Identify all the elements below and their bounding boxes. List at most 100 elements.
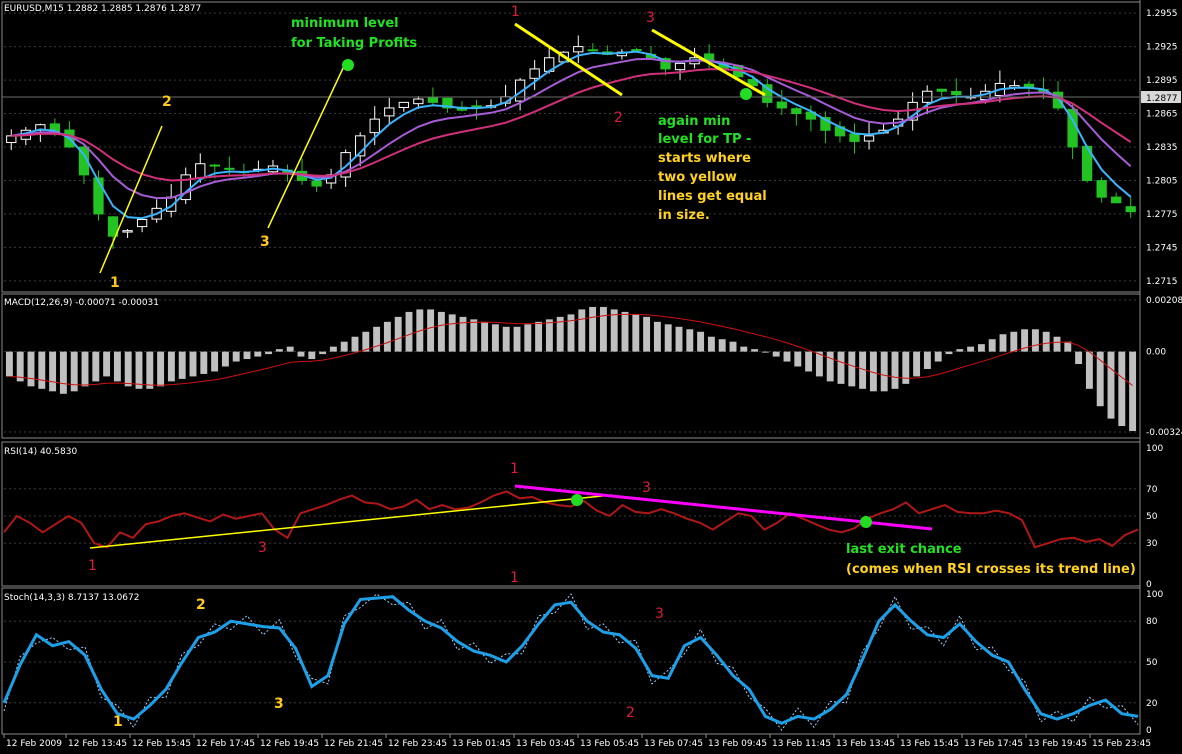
time-tick-label: 12 Feb 21:45 [324, 739, 383, 749]
macd-bar [545, 319, 553, 352]
annotation-again-1: again min [658, 114, 730, 129]
stoch-main-line [2, 595, 1139, 725]
macd-bar [146, 351, 154, 389]
macd-bar [1075, 351, 1083, 365]
price-tick-label: 1.2955 [1146, 9, 1178, 19]
macd-bar [599, 306, 607, 352]
stoch-panel-header: Stoch(14,3,3) 8.7137 13.0672 [4, 593, 139, 603]
rsi-tick-label: 30 [1146, 539, 1158, 549]
candle-body [631, 49, 642, 52]
candle-body [6, 135, 17, 144]
current-price-badge [1141, 91, 1181, 103]
macd-bar [729, 341, 737, 352]
price-tick-label: 1.2805 [1146, 176, 1178, 186]
candle-body [1096, 180, 1107, 198]
marker-price-red-2: 2 [614, 110, 623, 126]
macd-bar [686, 329, 694, 352]
macd-bar [988, 339, 996, 352]
macd-bar [502, 326, 510, 352]
time-tick-label: 13 Feb 05:45 [580, 739, 639, 749]
macd-bar [848, 351, 856, 387]
candle-body [369, 118, 380, 134]
macd-bar [459, 316, 467, 352]
price-panel-header: EURUSD,M15 1.2882 1.2885 1.2876 1.2877 [4, 4, 201, 14]
trend-line-price-up-1 [99, 125, 163, 274]
marker-rsi-1: 1 [88, 558, 97, 574]
price-tick-label: 1.2745 [1146, 243, 1178, 253]
macd-bar [923, 351, 931, 369]
macd-tick-label: 0.00208 [1146, 296, 1182, 306]
macd-tick-label: 0.00 [1146, 348, 1166, 358]
macd-histogram [5, 306, 1137, 432]
macd-bar [211, 351, 219, 372]
moving-averages [11, 50, 1132, 220]
macd-bar [189, 351, 197, 377]
macd-bar [232, 351, 240, 362]
macd-bar [254, 351, 262, 357]
macd-bar [351, 336, 359, 352]
rsi-panel-header: RSI(14) 40.5830 [4, 447, 77, 457]
macd-bar [891, 351, 899, 389]
macd-bar [1042, 331, 1050, 352]
tp-dot-1 [342, 59, 354, 71]
macd-bar [913, 351, 921, 377]
macd-bar [470, 319, 478, 352]
macd-bar [221, 351, 229, 367]
candle-body [122, 230, 133, 233]
candle-body [442, 97, 453, 109]
macd-bar [167, 351, 175, 382]
macd-bar [265, 351, 273, 355]
stoch-panel-frame [1, 587, 1141, 735]
macd-bar [448, 314, 456, 352]
macd-bar [653, 321, 661, 352]
macd-bar [751, 349, 759, 352]
macd-bar [1118, 351, 1126, 427]
macd-bar [362, 331, 370, 352]
macd-bar [621, 311, 629, 352]
marker-stoch-3: 3 [274, 696, 284, 712]
macd-bar [1031, 329, 1039, 352]
candle-body [951, 91, 962, 96]
price-tick-label: 1.2895 [1146, 76, 1178, 86]
macd-bar [589, 306, 597, 352]
macd-bar [999, 334, 1007, 352]
macd-bar [1129, 351, 1137, 432]
macd-bar [556, 316, 564, 352]
stoch-tick-label: 20 [1146, 699, 1158, 709]
candle-body [863, 135, 875, 142]
macd-bar [880, 351, 888, 392]
ma-slow-line [11, 68, 1132, 182]
macd-bar [567, 314, 575, 352]
marker-price-1: 1 [110, 275, 120, 291]
candle-body [340, 152, 351, 178]
stoch-tick-label: 100 [1146, 590, 1163, 600]
candle-body [195, 163, 206, 179]
macd-bar [437, 311, 445, 352]
macd-bar [610, 309, 618, 352]
annotation-again-2: level for TP - [658, 132, 751, 147]
macd-bar [405, 311, 413, 352]
macd-bar [578, 309, 586, 352]
rsi-tick-label: 0 [1146, 580, 1152, 590]
time-tick-label: 13 Feb 09:45 [708, 739, 767, 749]
rsi-tick-label: 70 [1146, 485, 1158, 495]
macd-tick-label: -0.00324 [1146, 428, 1182, 438]
time-tick-label: 12 Feb 17:45 [196, 739, 255, 749]
macd-bar [491, 324, 499, 352]
macd-bar [815, 351, 823, 377]
rsi-dot-1 [571, 494, 583, 506]
macd-bar [740, 346, 748, 352]
macd-bar [934, 351, 942, 362]
candle-body [398, 101, 409, 108]
time-tick-label: 12 Feb 2009 [6, 739, 62, 749]
macd-bar [286, 346, 294, 352]
time-tick-label: 15 Feb 23:45 [1092, 739, 1151, 749]
macd-bar [945, 351, 953, 355]
macd-bar [49, 351, 57, 392]
marker-price-red-1: 1 [511, 4, 520, 20]
candle-body [355, 135, 366, 157]
candle-body [660, 58, 671, 70]
stoch-signal-line [3, 593, 1139, 731]
price-tick-label: 1.2715 [1146, 277, 1178, 287]
